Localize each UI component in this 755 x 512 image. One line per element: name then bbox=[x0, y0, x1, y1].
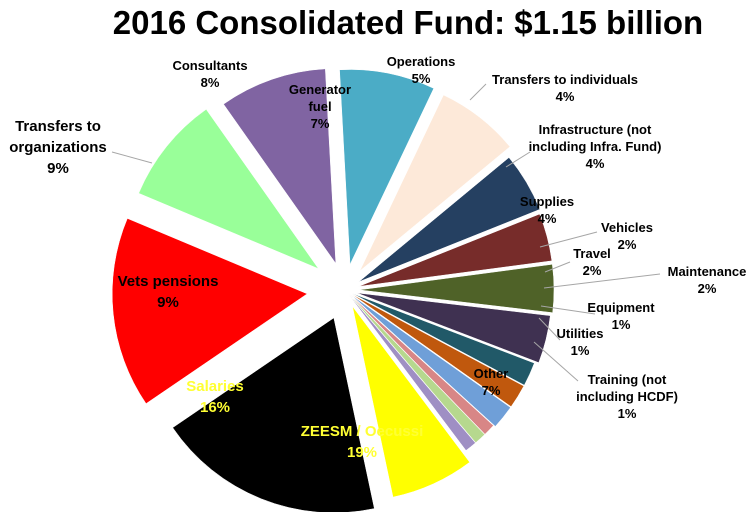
slice-label: Generator fuel 7% bbox=[289, 82, 351, 131]
pie-slice-consultants bbox=[339, 69, 435, 265]
slice-label: Travel 2% bbox=[573, 246, 611, 278]
chart-title: 2016 Consolidated Fund: $1.15 billion bbox=[113, 4, 703, 41]
leader-line bbox=[469, 83, 487, 101]
leader-lines bbox=[111, 83, 661, 382]
leader-line bbox=[540, 305, 596, 315]
slice-label: Vehicles 2% bbox=[601, 220, 653, 252]
leader-line bbox=[538, 317, 561, 341]
slice-label: ZEESM / Oecussi 19% bbox=[301, 423, 424, 461]
leader-line bbox=[533, 341, 579, 382]
pie-slice-utilities bbox=[348, 294, 486, 444]
slice-label: Equipment 1% bbox=[587, 300, 655, 332]
pie-slice-transfers-to-organizations bbox=[223, 68, 337, 265]
leader-line bbox=[539, 231, 598, 248]
pie-slice-generator-fuel bbox=[359, 94, 511, 272]
leader-line bbox=[505, 151, 531, 168]
pie-slices bbox=[111, 68, 555, 512]
slice-label: Training (not including HCDF) 1% bbox=[576, 372, 678, 421]
slice-label: Other 7% bbox=[474, 366, 509, 398]
slice-label: Utilities 1% bbox=[557, 326, 604, 358]
pie-slice-supplies bbox=[356, 292, 551, 363]
slice-label: Transfers to individuals 4% bbox=[492, 72, 638, 104]
pie-slice-travel bbox=[351, 293, 525, 408]
pie-slice-salaries bbox=[111, 218, 308, 404]
pie-slice-infrastructure-not-including-infra-fund bbox=[358, 264, 555, 313]
leader-line bbox=[544, 261, 571, 273]
slice-label: Salaries 16% bbox=[186, 378, 244, 416]
leader-line bbox=[543, 273, 661, 289]
pie-slice-operations bbox=[358, 157, 541, 283]
slice-label: Operations 5% bbox=[387, 54, 456, 86]
slice-label: Maintenance 2% bbox=[668, 264, 747, 296]
pie-slice-zeesm-oecussi bbox=[172, 317, 375, 512]
slice-label: Infrastructure (not including Infra. Fund… bbox=[529, 122, 662, 171]
slice-label: Consultants 8% bbox=[172, 58, 247, 90]
leader-line bbox=[111, 151, 153, 164]
pie-slice-equipment bbox=[349, 293, 494, 435]
slice-label: Supplies 4% bbox=[520, 194, 574, 226]
slice-label: Transfers to organizations 9% bbox=[9, 118, 107, 177]
pie-slice-vets-pensions bbox=[138, 108, 320, 270]
slice-label: Vets pensions 9% bbox=[118, 273, 219, 311]
pie-slice-training-not-including-hcdf bbox=[348, 294, 476, 451]
slice-labels: ZEESM / Oecussi 19% Salaries 16% Vets pensio… bbox=[9, 54, 746, 461]
pie-slice-transfers-to-individuals bbox=[358, 213, 553, 287]
pie-slice-vehicles bbox=[352, 293, 535, 386]
pie-slice-maintenance bbox=[351, 294, 511, 427]
pie-slice-other bbox=[352, 306, 471, 498]
